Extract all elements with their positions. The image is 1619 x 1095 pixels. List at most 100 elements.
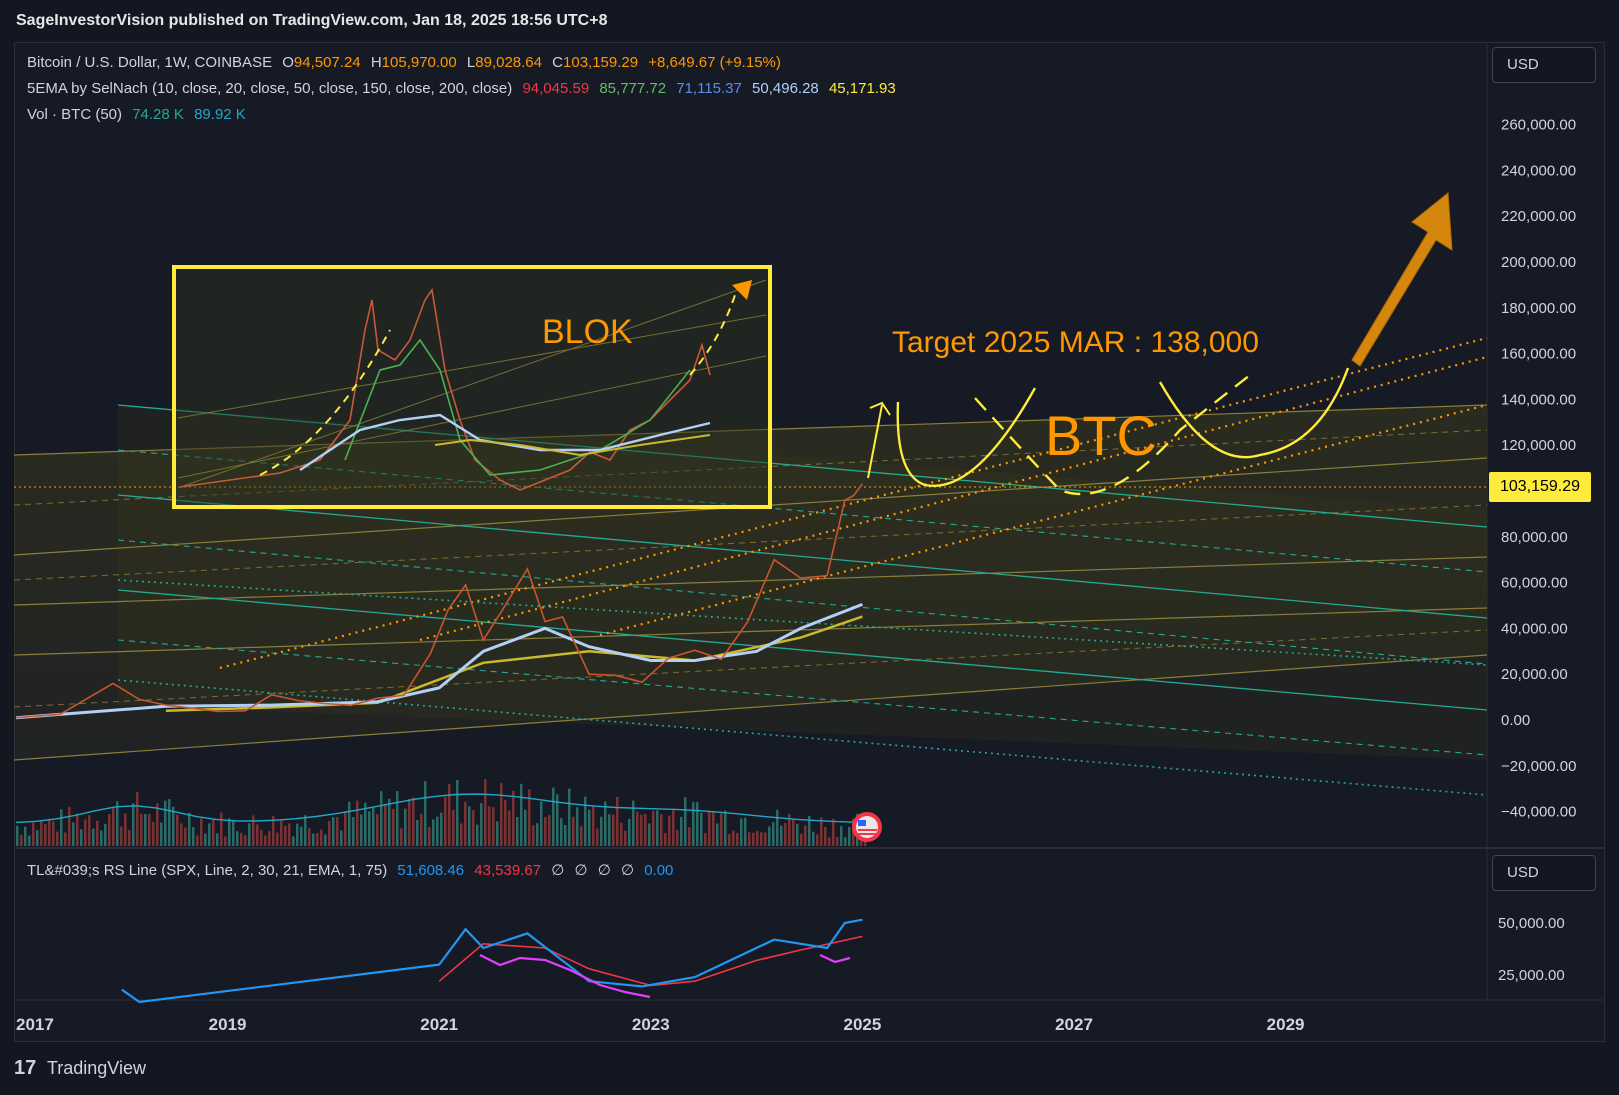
volume-bar [452,809,455,846]
price-axis[interactable]: 260,000.00 240,000.00 220,000.00 200,000.00… [1501,117,1577,821]
volume-bar [488,806,491,846]
volume-bar [464,801,467,846]
volume-bar [544,816,547,846]
volume-bar [160,822,163,846]
volume-bar [692,802,695,846]
price-tick-label: 240,000.00 [1501,162,1576,179]
volume-bar [16,825,19,846]
volume-bar [56,831,59,846]
volume-bar [260,829,263,846]
volume-bar [804,825,807,846]
volume-bar [824,827,827,846]
rs-value: 51,608.46 [397,862,465,879]
cyan-channel-dotted[interactable] [117,579,1488,796]
volume-bar [208,823,211,846]
pitchfork-dashed-lines[interactable] [13,429,1488,708]
open-label: O [282,54,294,71]
ema10-value: 94,045.59 [522,80,590,97]
volume-bar [112,808,115,846]
volume-bar [84,819,87,846]
us-flag-icon[interactable] [852,812,882,842]
volume-bar [224,836,227,846]
rs-legend[interactable]: TL&#039;s RS Line (SPX, Line, 2, 30, 21,… [27,861,679,879]
volume-bar [140,813,143,846]
blok-inset-grid [177,279,767,489]
volume-bar [580,826,583,846]
volume-bar [596,828,599,846]
volume-bar [96,820,99,846]
volume-bar [604,801,607,846]
volume-bar [24,826,27,846]
volume-bar [640,814,643,846]
volume-bar [820,817,823,846]
volume-bar [292,836,295,846]
blok-arrow-head [732,280,752,300]
volume-bar [124,813,127,846]
volume-bar [116,801,119,846]
rs-empty-2: ∅ [574,862,588,879]
price-tick-label: 260,000.00 [1501,117,1576,134]
blok-inset-box[interactable] [172,265,772,509]
rs-price-axis[interactable]: 50,000.00 25,000.00 [1498,915,1565,984]
volume-bar [728,834,731,846]
volume-bar [552,787,555,846]
rs-tick-label: 25,000.00 [1498,967,1565,984]
ema-legend[interactable]: 5EMA by SelNach (10, close, 20, close, 5… [27,80,902,97]
volume-bar [52,821,55,846]
volume-bar [456,780,459,846]
volume-bar [364,802,367,846]
target-arrow[interactable] [1351,192,1453,367]
volume-bar [756,830,759,846]
rs-line [121,918,863,1004]
volume-bar [796,823,799,846]
rs-pane[interactable] [121,918,863,1004]
volume-bar [432,819,435,846]
rs-line-weak-segment-2 [819,954,851,964]
volume-bar [168,799,171,846]
time-tick-label: 2023 [632,1015,670,1034]
volume-bar [520,783,523,846]
volume-bar [660,814,663,846]
volume-bar [572,816,575,846]
rs-label: TL&#039;s RS Line (SPX, Line, 2, 30, 21,… [27,862,388,879]
volume-bar [500,783,503,846]
rs-zero-value: 0.00 [644,862,674,879]
currency-button-rs[interactable]: USD [1492,855,1596,891]
volume-bar [276,832,279,846]
btc-curve-c [1158,367,1350,459]
volume-bar [240,832,243,846]
volume-bar [396,791,399,846]
volume-bar [708,811,711,846]
volume-legend[interactable]: Vol · BTC (50) 74.28 K 89.92 K [27,106,252,123]
currency-button-main[interactable]: USD [1492,47,1596,83]
orange-trend-lines[interactable] [219,336,1488,670]
blok-ema200-line [434,434,711,457]
volume-bar [840,826,843,846]
volume-bar [476,824,479,846]
cyan-channel-dashed[interactable] [117,449,1488,756]
open-value: 94,507.24 [293,54,361,71]
brand-name[interactable]: TradingView [46,1058,146,1078]
price-tick-label: −40,000.00 [1501,804,1577,821]
volume-bar [792,819,795,846]
volume-bar [216,833,219,846]
volume-bar [312,833,315,846]
high-value: 105,970.00 [381,54,457,71]
current-price-tag: 103,159.29 [1489,472,1591,502]
volume-bar [164,800,167,846]
symbol-legend[interactable]: Bitcoin / U.S. Dollar, 1W, COINBASE O94,… [27,54,787,71]
blok-label: BLOK [542,313,633,351]
volume-bar [400,828,403,846]
volume-bar [156,803,159,846]
volume-bar [80,829,83,846]
volume-bar [528,789,531,846]
volume-bar [836,836,839,846]
time-tick-label: 2029 [1267,1015,1305,1034]
tradingview-logo-icon[interactable]: 17 [14,1057,37,1079]
volume-bar [532,825,535,846]
volume-bar [448,784,451,846]
volume-bar [848,826,851,846]
low-value: 89,028.64 [475,54,542,71]
time-axis[interactable]: 2017 2019 2021 2023 2025 2027 2029 [16,1015,1305,1034]
